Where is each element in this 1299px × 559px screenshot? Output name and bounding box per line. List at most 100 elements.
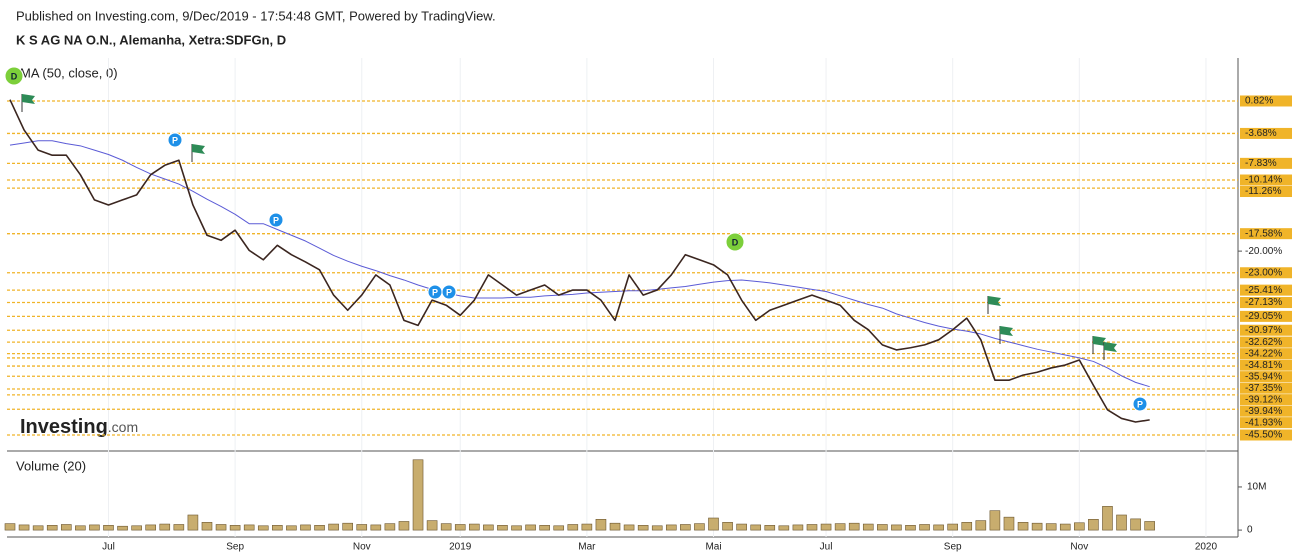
volume-bar	[440, 523, 452, 531]
level-label-box	[1240, 429, 1292, 441]
volume-bar	[497, 525, 508, 531]
level-label-box	[1240, 297, 1292, 309]
volume-bar	[820, 523, 832, 531]
level-label-box	[1240, 186, 1292, 198]
volume-bar	[961, 522, 973, 531]
event-label: P	[1137, 399, 1143, 409]
volume-bar	[539, 525, 550, 531]
volume-bar	[708, 517, 719, 531]
volume-bar	[862, 523, 874, 531]
volume-bar	[384, 523, 396, 531]
volume-bar	[919, 524, 930, 531]
volume-bar	[848, 522, 860, 531]
volume-bar	[483, 524, 494, 531]
volume-bar	[89, 524, 100, 531]
volume-bar	[412, 459, 424, 531]
x-tick-label: Jul	[820, 542, 833, 553]
volume-bar	[1074, 522, 1085, 531]
flag	[988, 296, 1001, 306]
volume-bar	[328, 523, 339, 531]
volume-bar	[257, 525, 269, 531]
x-tick-label: 2019	[449, 542, 472, 553]
volume-bar	[806, 524, 818, 531]
volume-bar	[75, 525, 86, 531]
volume-bar	[1059, 523, 1071, 531]
y-tick-label: -39.94%	[1245, 406, 1282, 417]
volume-bar	[680, 524, 691, 531]
x-tick-label: 2020	[1195, 542, 1218, 553]
level-label-box	[1240, 382, 1292, 394]
x-tick-label: Mar	[578, 542, 596, 553]
volume-bar	[103, 525, 114, 531]
volume-bar	[60, 524, 72, 531]
flag	[1093, 336, 1106, 346]
volume-bar	[46, 525, 58, 531]
x-tick-label: Nov	[353, 542, 371, 553]
flag	[22, 94, 35, 104]
volume-bar	[792, 524, 804, 531]
volume-bar	[454, 524, 466, 531]
level-label-box	[1240, 417, 1292, 429]
level-label-box	[1240, 284, 1292, 296]
volume-bar	[370, 524, 382, 531]
volume-bar	[778, 525, 790, 531]
volume-bar	[877, 524, 888, 531]
y-tick-label: -25.41%	[1245, 285, 1282, 296]
volume-tick-label: 10M	[1247, 482, 1266, 493]
y-tick-label: -30.97%	[1245, 325, 1282, 336]
volume-bar	[342, 522, 353, 531]
volume-bar	[891, 524, 902, 531]
y-tick-label: -39.12%	[1245, 394, 1282, 405]
volume-bar	[117, 525, 128, 531]
volume-bar	[272, 525, 283, 531]
volume-bar	[581, 523, 593, 531]
level-label-box	[1240, 310, 1292, 322]
volume-bar	[1031, 522, 1043, 531]
x-tick-label: Jul	[102, 542, 115, 553]
level-label-box	[1240, 174, 1292, 186]
level-label-box	[1240, 336, 1292, 348]
volume-bar	[834, 523, 846, 531]
volume-bar	[609, 522, 621, 531]
volume-bar	[975, 520, 987, 531]
volume-bar	[314, 525, 325, 531]
volume-bar	[764, 525, 776, 531]
y-tick-label: -41.93%	[1245, 417, 1282, 428]
level-label-box	[1240, 324, 1292, 336]
volume-bar	[511, 525, 522, 531]
volume-bar	[525, 524, 536, 531]
volume-bar	[356, 524, 368, 531]
level-label-box	[1240, 95, 1292, 107]
volume-bar	[1144, 521, 1155, 531]
volume-bar	[201, 522, 213, 531]
flag	[1000, 326, 1013, 336]
volume-bar	[567, 524, 579, 531]
flag	[192, 144, 205, 154]
y-tick-label: -32.62%	[1245, 337, 1282, 348]
event-marker	[268, 212, 284, 228]
event-label: D	[732, 237, 739, 247]
chart-title: K S AG NA O.N., Alemanha, Xetra:SDFGn, D	[16, 32, 286, 47]
level-label-box	[1240, 157, 1292, 169]
volume-bar	[145, 524, 156, 531]
volume-bar	[173, 524, 185, 531]
y-tick-label: -27.13%	[1245, 297, 1282, 308]
event-marker	[167, 132, 183, 148]
event-marker	[1132, 396, 1148, 412]
ma-line	[9, 140, 1150, 388]
level-label-box	[1240, 405, 1292, 417]
y-tick-label: -11.26%	[1245, 186, 1282, 197]
volume-bar	[1102, 506, 1113, 531]
event-label: P	[273, 215, 279, 225]
volume-bar	[398, 521, 410, 531]
level-label-box	[1240, 359, 1292, 371]
x-tick-label: Nov	[1070, 542, 1088, 553]
y-tick-label: -17.58%	[1245, 228, 1282, 239]
volume-bar	[553, 525, 565, 531]
volume-bar	[300, 524, 311, 531]
y-tick-label: -29.05%	[1245, 311, 1282, 322]
flag	[1104, 342, 1117, 352]
volume-bar	[32, 525, 44, 531]
